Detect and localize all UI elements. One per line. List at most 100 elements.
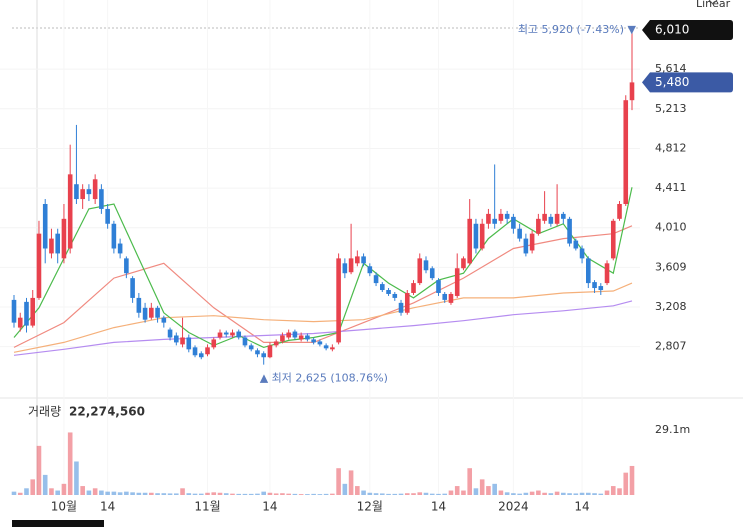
dropdown-icon[interactable] <box>708 0 718 5</box>
volume-bar <box>367 492 373 495</box>
volume-bar <box>305 494 310 495</box>
volume-bar <box>386 493 391 495</box>
candle-body <box>504 213 510 219</box>
volume-bar <box>442 493 448 495</box>
candle-body <box>355 256 360 264</box>
volume-bar <box>74 461 79 495</box>
candle-body <box>411 283 416 293</box>
volume-bar <box>49 488 54 495</box>
candle-body <box>573 240 579 249</box>
volume-bar <box>548 493 554 495</box>
candle-body <box>467 218 472 264</box>
candle-body <box>548 216 554 224</box>
volume-bar <box>86 490 92 495</box>
volume-bar <box>174 493 179 495</box>
candle-body <box>248 345 254 350</box>
candle-body <box>479 223 485 249</box>
candle-body <box>454 268 460 296</box>
candle-body <box>423 260 429 271</box>
volume-bar <box>529 491 535 495</box>
x-tick-label: 14 <box>262 500 277 514</box>
y-tick-label: 3,609 <box>655 260 687 273</box>
volume-bar <box>610 486 616 495</box>
price-badge-label: 5,480 <box>655 75 689 89</box>
volume-bar <box>223 493 229 495</box>
candle-body <box>217 332 223 338</box>
x-tick-label: 12월 <box>357 500 383 514</box>
volume-bar <box>561 492 566 495</box>
volume-bar <box>517 493 522 495</box>
x-tick-label: 11월 <box>194 500 220 514</box>
candle-body <box>617 204 622 219</box>
volume-bar <box>267 492 273 495</box>
candle-body <box>280 335 285 342</box>
volume-bar <box>623 472 629 495</box>
candle-body <box>211 339 217 348</box>
candle-body <box>174 335 179 343</box>
candle-body <box>180 337 185 345</box>
candle-body <box>292 331 298 338</box>
volume-bar <box>142 492 148 495</box>
candle-body <box>336 258 341 343</box>
volume-bar <box>24 488 29 495</box>
volume-bar <box>629 465 635 495</box>
y-tick-label: 4,411 <box>655 181 687 194</box>
candle-body <box>311 339 316 343</box>
candle-body <box>261 353 266 358</box>
volume-bar <box>436 493 441 495</box>
candle-body <box>579 248 585 259</box>
candle-body <box>448 293 454 303</box>
candle-body <box>330 347 335 350</box>
candle-body <box>373 275 379 284</box>
volume-bar <box>105 491 110 495</box>
candle-body <box>80 189 85 200</box>
candle-body <box>186 337 192 350</box>
scale-mode[interactable]: Linear <box>696 0 731 10</box>
volume-bar <box>479 479 485 495</box>
volume-bar <box>355 486 360 495</box>
candle-body <box>592 282 597 289</box>
volume-bar <box>273 493 279 495</box>
candle-body <box>67 174 73 249</box>
candle-body <box>74 184 79 200</box>
candle-body <box>17 317 23 328</box>
x-tick-label: 10월 <box>51 500 77 514</box>
volume-bar <box>30 479 36 495</box>
x-tick-label: 14 <box>100 500 115 514</box>
candle-body <box>561 213 566 219</box>
candle-body <box>130 278 135 298</box>
volume-bar <box>323 493 329 495</box>
candle-body <box>242 337 248 346</box>
volume-bar <box>298 494 304 495</box>
volume-bar <box>280 493 285 495</box>
volume-bar <box>567 493 572 495</box>
y-tick-label: 4,812 <box>655 141 687 154</box>
candle-body <box>286 332 291 338</box>
candle-body <box>492 218 497 224</box>
volume-bar <box>80 486 85 495</box>
volume-bar <box>392 493 398 495</box>
candle-body <box>542 213 547 221</box>
candle-body <box>398 302 404 313</box>
volume-bar <box>511 493 516 495</box>
candle-body <box>392 293 398 298</box>
candle-body <box>323 345 329 349</box>
volume-bar <box>579 492 585 495</box>
volume-bar <box>398 493 404 495</box>
volume-bar <box>467 468 472 495</box>
volume-bar <box>242 493 248 495</box>
candle-body <box>223 332 229 335</box>
volume-bar <box>186 493 192 495</box>
volume-bar <box>17 492 23 495</box>
x-tick-label: 2024 <box>498 500 529 514</box>
candle-body <box>598 286 604 291</box>
candle-body <box>11 299 17 323</box>
x-tick-label: 14 <box>431 500 446 514</box>
candle-body <box>273 341 279 346</box>
volume-bar <box>111 491 117 495</box>
volume-bar <box>454 486 460 495</box>
candle-body <box>473 223 479 249</box>
volume-bar <box>198 493 204 495</box>
volume-bar <box>292 493 298 495</box>
candle-body <box>517 228 522 239</box>
